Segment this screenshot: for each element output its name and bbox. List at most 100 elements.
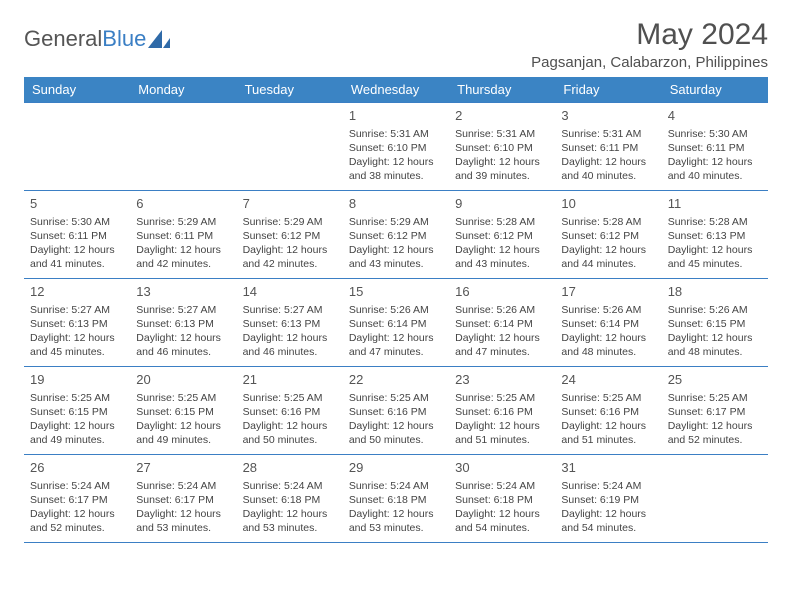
- day-info: Sunrise: 5:27 AMSunset: 6:13 PMDaylight:…: [243, 303, 337, 360]
- logo-text-blue: Blue: [102, 26, 146, 52]
- day-header: Wednesday: [343, 77, 449, 103]
- day-number: 21: [243, 371, 337, 389]
- calendar-cell: 2Sunrise: 5:31 AMSunset: 6:10 PMDaylight…: [449, 103, 555, 191]
- calendar-cell: 6 Sunrise: 5:29 AMSunset: 6:11 PMDaylight…: [130, 191, 236, 279]
- day-info: Sunrise: 5:28 AMSunset: 6:13 PMDaylight:…: [668, 215, 762, 272]
- day-number: 2: [455, 107, 549, 125]
- day-number: 4: [668, 107, 762, 125]
- calendar-cell: 24Sunrise: 5:25 AMSunset: 6:16 PMDayligh…: [555, 367, 661, 455]
- calendar-cell-empty: [24, 103, 130, 191]
- day-number: 14: [243, 283, 337, 301]
- calendar-cell: 17 Sunrise: 5:26 AMSunset: 6:14 PMDayligh…: [555, 279, 661, 367]
- calendar-cell-empty: [662, 455, 768, 543]
- day-number: 11: [668, 195, 762, 213]
- day-info: Sunrise: 5:25 AMSunset: 6:15 PMDaylight:…: [30, 391, 124, 448]
- calendar-cell: 26 Sunrise: 5:24 AMSunset: 6:17 PMDayligh…: [24, 455, 130, 543]
- calendar-cell: 7 Sunrise: 5:29 AMSunset: 6:12 PMDaylight…: [237, 191, 343, 279]
- day-info: Sunrise: 5:25 AMSunset: 6:16 PMDaylight:…: [455, 391, 549, 448]
- day-header: Sunday: [24, 77, 130, 103]
- day-info: Sunrise: 5:30 AMSunset: 6:11 PMDaylight:…: [668, 127, 762, 184]
- day-info: Sunrise: 5:24 AMSunset: 6:18 PMDaylight:…: [243, 479, 337, 536]
- day-header: Saturday: [662, 77, 768, 103]
- day-number: 27: [136, 459, 230, 477]
- logo-sail-icon: [148, 30, 170, 48]
- calendar-cell: 12Sunrise: 5:27 AMSunset: 6:13 PMDayligh…: [24, 279, 130, 367]
- day-number: 1: [349, 107, 443, 125]
- day-number: 15: [349, 283, 443, 301]
- day-number: 8: [349, 195, 443, 213]
- calendar-week-row: 12Sunrise: 5:27 AMSunset: 6:13 PMDayligh…: [24, 279, 768, 367]
- header: GeneralBlue May 2024 Pagsanjan, Calabarz…: [24, 18, 768, 71]
- day-info: Sunrise: 5:25 AMSunset: 6:16 PMDaylight:…: [349, 391, 443, 448]
- calendar-cell: 31 Sunrise: 5:24 AMSunset: 6:19 PMDayligh…: [555, 455, 661, 543]
- day-number: 6: [136, 195, 230, 213]
- day-info: Sunrise: 5:24 AMSunset: 6:17 PMDaylight:…: [30, 479, 124, 536]
- day-info: Sunrise: 5:26 AMSunset: 6:14 PMDaylight:…: [349, 303, 443, 360]
- calendar-week-row: 5 Sunrise: 5:30 AMSunset: 6:11 PMDaylight…: [24, 191, 768, 279]
- calendar-cell: 5 Sunrise: 5:30 AMSunset: 6:11 PMDaylight…: [24, 191, 130, 279]
- day-info: Sunrise: 5:25 AMSunset: 6:15 PMDaylight:…: [136, 391, 230, 448]
- calendar-cell: 3Sunrise: 5:31 AMSunset: 6:11 PMDaylight…: [555, 103, 661, 191]
- calendar-cell: 8 Sunrise: 5:29 AMSunset: 6:12 PMDaylight…: [343, 191, 449, 279]
- day-info: Sunrise: 5:24 AMSunset: 6:19 PMDaylight:…: [561, 479, 655, 536]
- day-info: Sunrise: 5:25 AMSunset: 6:16 PMDaylight:…: [561, 391, 655, 448]
- calendar-cell: 10 Sunrise: 5:28 AMSunset: 6:12 PMDayligh…: [555, 191, 661, 279]
- day-number: 23: [455, 371, 549, 389]
- day-info: Sunrise: 5:29 AMSunset: 6:11 PMDaylight:…: [136, 215, 230, 272]
- day-number: 31: [561, 459, 655, 477]
- calendar-cell: 21 Sunrise: 5:25 AMSunset: 6:16 PMDayligh…: [237, 367, 343, 455]
- logo-text-general: General: [24, 26, 102, 52]
- calendar-cell: 14 Sunrise: 5:27 AMSunset: 6:13 PMDayligh…: [237, 279, 343, 367]
- day-number: 17: [561, 283, 655, 301]
- calendar-week-row: 1 Sunrise: 5:31 AMSunset: 6:10 PMDaylight…: [24, 103, 768, 191]
- day-info: Sunrise: 5:26 AMSunset: 6:15 PMDaylight:…: [668, 303, 762, 360]
- day-number: 9: [455, 195, 549, 213]
- location-text: Pagsanjan, Calabarzon, Philippines: [531, 54, 768, 71]
- calendar-cell: 20 Sunrise: 5:25 AMSunset: 6:15 PMDayligh…: [130, 367, 236, 455]
- day-info: Sunrise: 5:30 AMSunset: 6:11 PMDaylight:…: [30, 215, 124, 272]
- calendar-cell: 1 Sunrise: 5:31 AMSunset: 6:10 PMDaylight…: [343, 103, 449, 191]
- calendar-cell: 19 Sunrise: 5:25 AMSunset: 6:15 PMDayligh…: [24, 367, 130, 455]
- day-number: 18: [668, 283, 762, 301]
- day-info: Sunrise: 5:31 AMSunset: 6:11 PMDaylight:…: [561, 127, 655, 184]
- day-number: 22: [349, 371, 443, 389]
- day-info: Sunrise: 5:26 AMSunset: 6:14 PMDaylight:…: [561, 303, 655, 360]
- day-number: 28: [243, 459, 337, 477]
- calendar-cell: 30 Sunrise: 5:24 AMSunset: 6:18 PMDayligh…: [449, 455, 555, 543]
- day-number: 16: [455, 283, 549, 301]
- day-info: Sunrise: 5:29 AMSunset: 6:12 PMDaylight:…: [349, 215, 443, 272]
- calendar-cell: 27 Sunrise: 5:24 AMSunset: 6:17 PMDayligh…: [130, 455, 236, 543]
- day-number: 19: [30, 371, 124, 389]
- day-number: 20: [136, 371, 230, 389]
- calendar-cell: 15 Sunrise: 5:26 AMSunset: 6:14 PMDayligh…: [343, 279, 449, 367]
- day-header: Tuesday: [237, 77, 343, 103]
- day-header-row: SundayMondayTuesdayWednesdayThursdayFrid…: [24, 77, 768, 103]
- day-header: Friday: [555, 77, 661, 103]
- day-header: Thursday: [449, 77, 555, 103]
- day-info: Sunrise: 5:24 AMSunset: 6:17 PMDaylight:…: [136, 479, 230, 536]
- day-number: 13: [136, 283, 230, 301]
- day-number: 10: [561, 195, 655, 213]
- day-number: 7: [243, 195, 337, 213]
- day-info: Sunrise: 5:24 AMSunset: 6:18 PMDaylight:…: [455, 479, 549, 536]
- calendar-cell: 22 Sunrise: 5:25 AMSunset: 6:16 PMDayligh…: [343, 367, 449, 455]
- day-info: Sunrise: 5:31 AMSunset: 6:10 PMDaylight:…: [349, 127, 443, 184]
- day-info: Sunrise: 5:29 AMSunset: 6:12 PMDaylight:…: [243, 215, 337, 272]
- title-block: May 2024 Pagsanjan, Calabarzon, Philippi…: [531, 18, 768, 71]
- calendar-cell: 16Sunrise: 5:26 AMSunset: 6:14 PMDayligh…: [449, 279, 555, 367]
- day-info: Sunrise: 5:27 AMSunset: 6:13 PMDaylight:…: [136, 303, 230, 360]
- calendar-cell: 25Sunrise: 5:25 AMSunset: 6:17 PMDayligh…: [662, 367, 768, 455]
- day-info: Sunrise: 5:27 AMSunset: 6:13 PMDaylight:…: [30, 303, 124, 360]
- day-info: Sunrise: 5:28 AMSunset: 6:12 PMDaylight:…: [561, 215, 655, 272]
- day-info: Sunrise: 5:25 AMSunset: 6:16 PMDaylight:…: [243, 391, 337, 448]
- calendar-cell: 28 Sunrise: 5:24 AMSunset: 6:18 PMDayligh…: [237, 455, 343, 543]
- day-number: 30: [455, 459, 549, 477]
- day-number: 25: [668, 371, 762, 389]
- calendar-cell: 4 Sunrise: 5:30 AMSunset: 6:11 PMDaylight…: [662, 103, 768, 191]
- day-info: Sunrise: 5:24 AMSunset: 6:18 PMDaylight:…: [349, 479, 443, 536]
- calendar-week-row: 26 Sunrise: 5:24 AMSunset: 6:17 PMDayligh…: [24, 455, 768, 543]
- calendar-thead: SundayMondayTuesdayWednesdayThursdayFrid…: [24, 77, 768, 103]
- day-number: 5: [30, 195, 124, 213]
- day-number: 26: [30, 459, 124, 477]
- calendar-body: 1 Sunrise: 5:31 AMSunset: 6:10 PMDaylight…: [24, 103, 768, 543]
